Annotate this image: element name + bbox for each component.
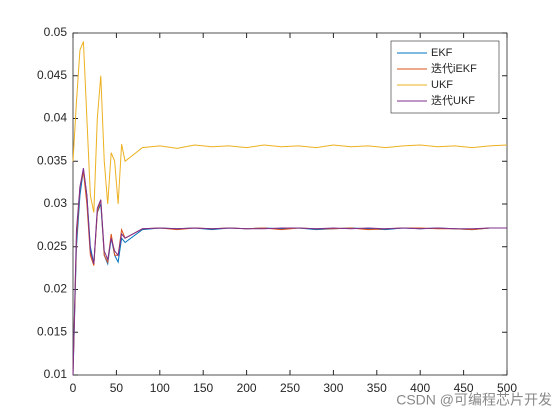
x-tick-label: 350 [367, 381, 387, 395]
x-tick-label: 450 [454, 381, 474, 395]
x-tick-label: 100 [150, 381, 170, 395]
y-tick-label: 0.03 [44, 196, 68, 210]
x-tick-label: 400 [410, 381, 430, 395]
watermark: CSDN @可编程芯片开发 [396, 392, 552, 408]
x-tick-label: 200 [237, 381, 257, 395]
x-tick-label: 250 [280, 381, 300, 395]
y-tick-label: 0.05 [44, 25, 68, 39]
series-line [72, 41, 508, 213]
y-tick-label: 0.035 [37, 153, 67, 167]
x-tick-label: 0 [70, 381, 77, 395]
x-tick-label: 500 [497, 381, 517, 395]
series-line [72, 167, 507, 376]
y-tick-label: 0.045 [37, 68, 67, 82]
x-tick-label: 300 [323, 381, 343, 395]
y-tick-label: 0.025 [37, 239, 67, 253]
x-tick-label: 50 [110, 381, 124, 395]
y-tick-label: 0.04 [44, 111, 68, 125]
legend-label: UKF [431, 79, 453, 91]
y-tick-label: 0.02 [44, 282, 68, 296]
legend-label: 迭代iEKF [431, 62, 477, 75]
y-tick-label: 0.015 [37, 324, 67, 338]
y-tick-label: 0.01 [44, 367, 68, 381]
x-tick-label: 150 [193, 381, 213, 395]
legend-label: EKF [431, 47, 453, 59]
legend-label: 迭代UKF [431, 94, 475, 107]
